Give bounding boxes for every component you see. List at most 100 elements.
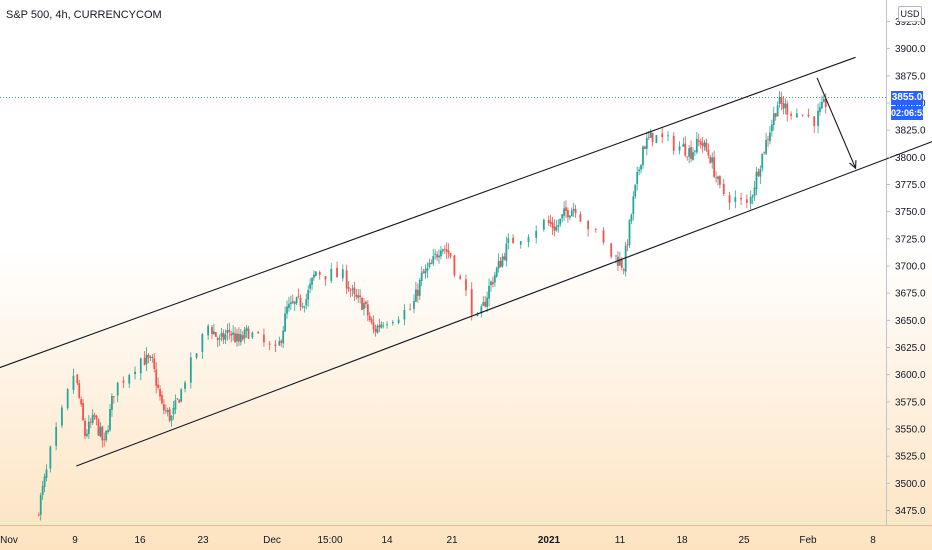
candle-body (297, 295, 300, 297)
y-tick-label: 3825.0 (895, 126, 926, 137)
candle-body (422, 271, 425, 274)
candle-body (476, 313, 479, 317)
candle-body (95, 415, 98, 420)
x-tick-label: Feb (799, 535, 817, 546)
candle-body (305, 299, 308, 306)
candle-body (324, 276, 327, 280)
candle-body (441, 249, 444, 252)
candle-body (184, 382, 186, 389)
candle-body (763, 152, 766, 154)
candle-body (330, 269, 333, 281)
drawings-layer (0, 56, 932, 467)
candle-body (549, 221, 552, 224)
candle-body (512, 237, 514, 244)
candle-body (418, 279, 421, 296)
y-tick-label: 3500.0 (895, 479, 926, 490)
candle-body (109, 409, 111, 431)
candle-body (440, 250, 442, 257)
candle-body (97, 419, 100, 436)
x-tick-label: 9 (72, 535, 78, 546)
candle-body (103, 439, 106, 441)
candle-body (626, 244, 629, 246)
candle-body (351, 288, 354, 290)
candle-body (76, 374, 79, 384)
candle-body (527, 237, 530, 243)
candle-body (347, 287, 350, 290)
candle-body (759, 168, 762, 177)
plot-area[interactable] (0, 0, 886, 525)
candle-body (426, 267, 429, 271)
candle-body (318, 272, 321, 275)
candle-body (39, 495, 42, 515)
price-axis[interactable]: 3925.03900.03875.03850.03825.03800.03775… (886, 17, 926, 517)
symbol-title: S&P 500, 4h, CURRENCYCOM (6, 9, 162, 21)
candle-body (263, 334, 265, 343)
y-tick-label: 3625.0 (895, 343, 926, 354)
candle-body (719, 176, 721, 185)
candle-body (459, 276, 462, 279)
candle-body (709, 156, 712, 164)
y-tick-label: 3525.0 (895, 452, 926, 463)
candle-body (642, 146, 644, 166)
candle-body (501, 256, 504, 267)
candle-body (445, 249, 448, 252)
x-tick-label: 16 (134, 535, 146, 546)
candle-body (807, 114, 810, 117)
candle-body (707, 149, 710, 156)
candle-body (519, 241, 522, 245)
candle-body (542, 219, 545, 230)
candle-body (728, 195, 731, 203)
candle-body (618, 258, 621, 266)
candle-body (211, 327, 213, 335)
candle-body (587, 221, 590, 230)
candle-body (449, 253, 452, 257)
candle-body (99, 426, 102, 437)
candle-body (218, 337, 221, 340)
y-tick-label: 3725.0 (895, 234, 926, 245)
time-axis[interactable]: Nov 9 16 23 Dec 15:00 14 21 2021 11 18 25 Feb 8 (0, 535, 876, 546)
candle-body (301, 306, 304, 308)
candle-body (416, 289, 419, 296)
candle-body (817, 110, 819, 126)
x-tick-label: 21 (446, 535, 458, 546)
candle-body (622, 269, 625, 271)
candle-body (776, 105, 779, 117)
candle-body (640, 164, 642, 170)
candle-body (438, 255, 440, 258)
candle-body (784, 103, 787, 108)
candle-body (86, 433, 88, 436)
candle-body (78, 383, 81, 398)
candle-body (547, 220, 550, 223)
channel-upper-line[interactable] (0, 56, 856, 374)
candle-body (345, 270, 348, 289)
candle-body (222, 333, 225, 341)
candle-body (284, 313, 286, 332)
candle-body (703, 141, 706, 147)
candle-body (239, 334, 242, 343)
candle-body (195, 353, 198, 358)
currency-badge[interactable]: USD (898, 6, 922, 22)
candle-body (274, 344, 277, 347)
candle-body (491, 282, 494, 285)
candle-body (757, 171, 760, 176)
forecast-arrow[interactable] (816, 77, 857, 169)
candle-body (201, 334, 204, 352)
candle-body (551, 222, 554, 228)
candle-body (778, 97, 781, 104)
candle-body (107, 430, 109, 433)
candle-body (507, 238, 510, 243)
channel-lower-line[interactable] (76, 127, 932, 467)
last-price-tag: 3855.0 (891, 90, 923, 105)
candle-body (226, 329, 229, 334)
candle-body (93, 415, 96, 417)
candle-body (430, 262, 433, 265)
candle-body (311, 277, 313, 285)
candle-body (570, 210, 573, 217)
candle-body (213, 331, 215, 335)
candle-body (634, 184, 637, 197)
x-tick-label: 18 (676, 535, 688, 546)
candle-body (684, 143, 687, 156)
candle-body (336, 267, 338, 278)
candle-body (774, 113, 777, 118)
